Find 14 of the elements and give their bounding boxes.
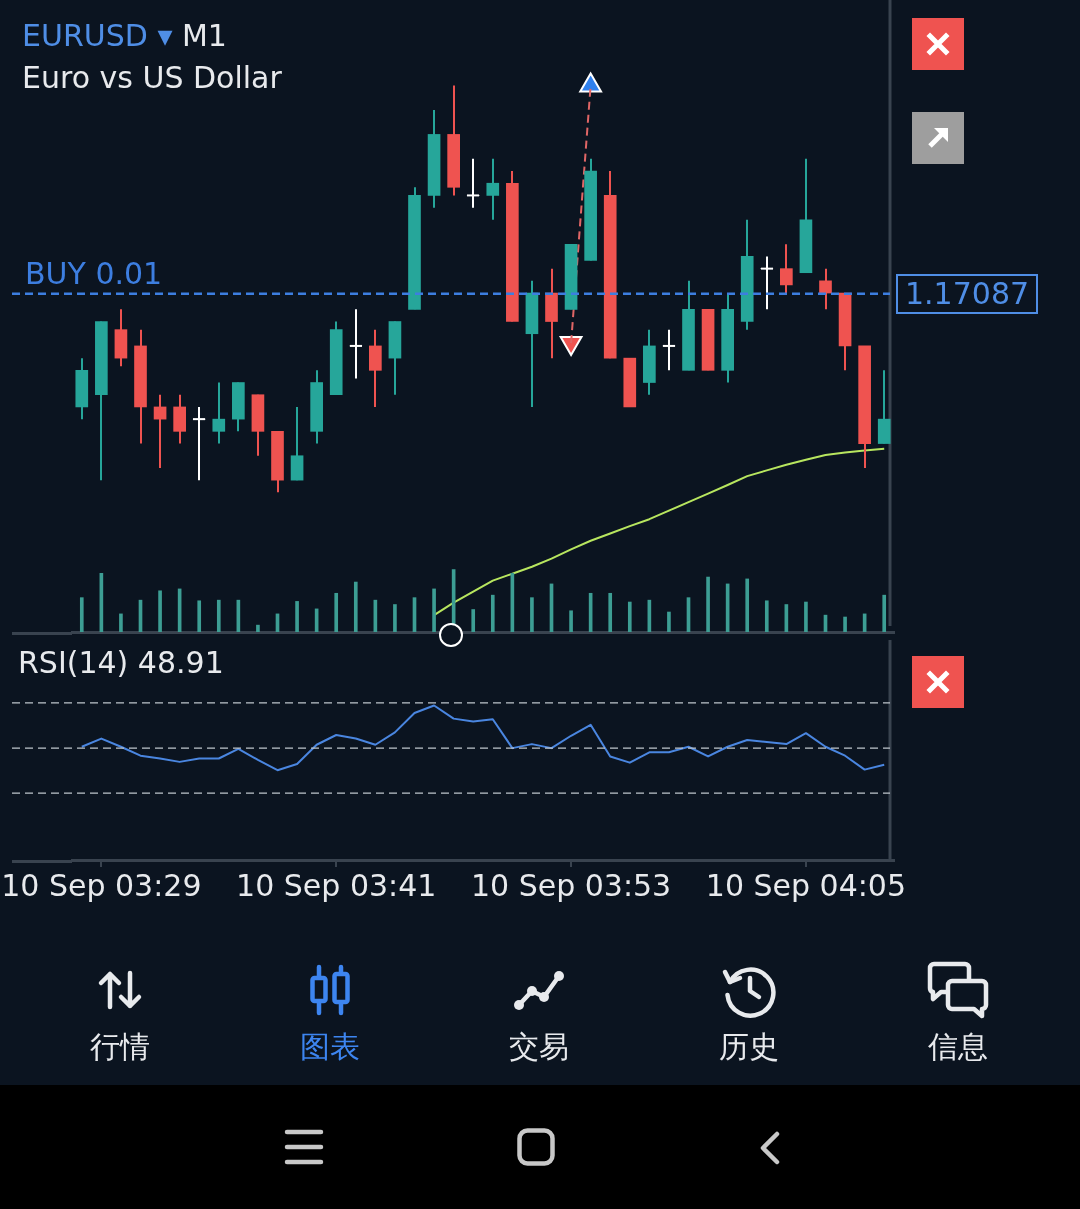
chart-title: EURUSD ▾ M1: [22, 17, 227, 53]
x-tick-label: 10 Sep 03:53: [470, 867, 672, 903]
price-tag: 1.17087: [896, 274, 1039, 314]
category-label: 交易: [509, 1029, 569, 1065]
category-label: 图表: [300, 1029, 360, 1065]
x-tick-label: 10 Sep 04:05: [705, 867, 907, 903]
category-label: 行情: [90, 1029, 150, 1065]
x-tick-label: 10 Sep 03:29: [1, 867, 202, 903]
category-label: 历史: [719, 1029, 779, 1065]
x-tick-label: 10 Sep 03:41: [236, 867, 437, 903]
chart-subtitle: Euro vs US Dollar: [22, 59, 283, 95]
chart-title: RSI(14) 48.91: [18, 644, 224, 680]
category-label: 信息: [928, 1029, 988, 1065]
ref-line-label: BUY 0.01: [25, 255, 163, 291]
